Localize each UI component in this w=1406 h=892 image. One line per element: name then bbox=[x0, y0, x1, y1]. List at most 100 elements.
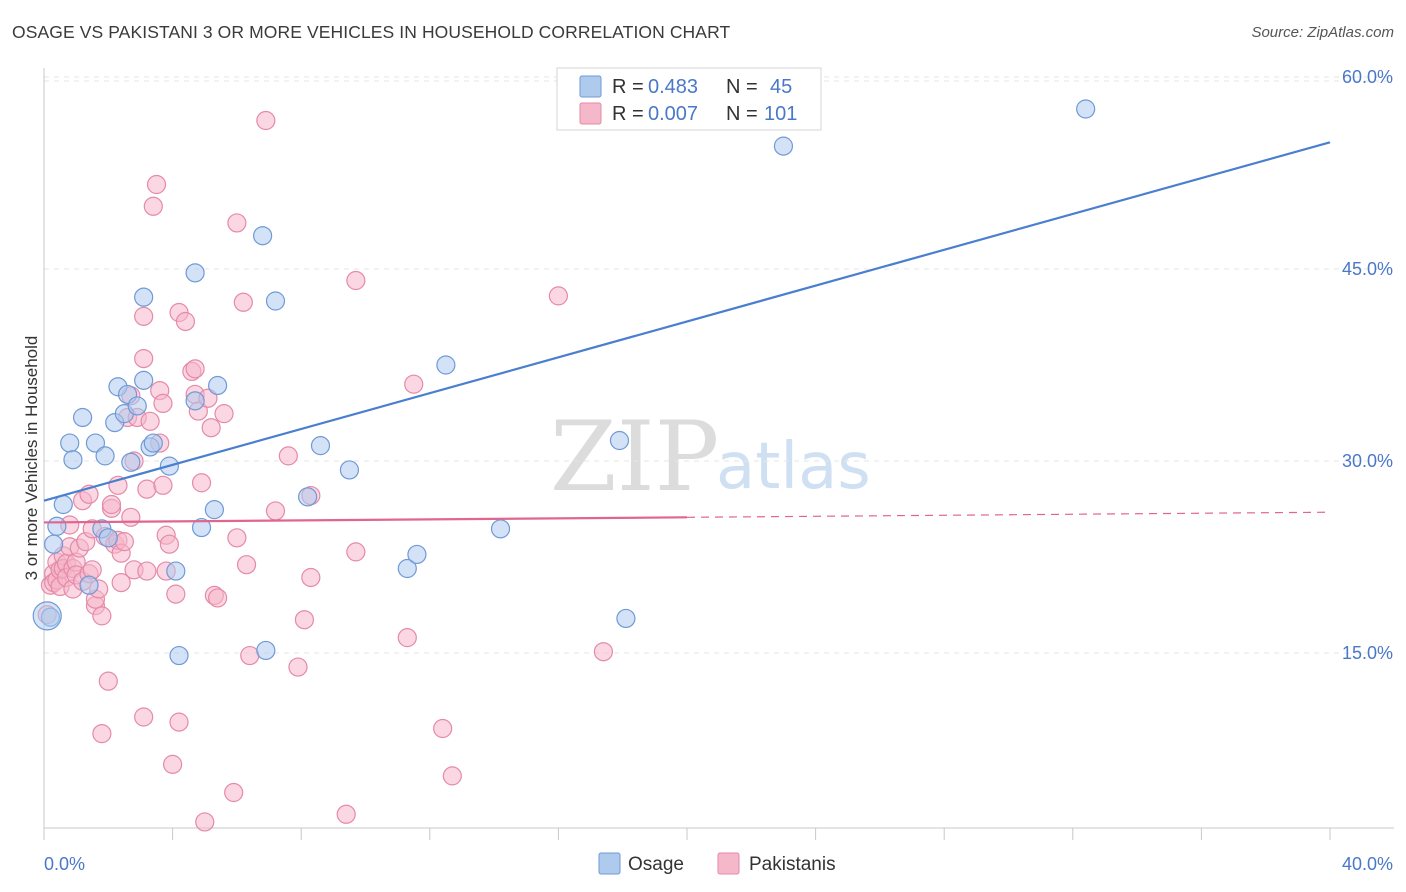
bottom-legend-pakistanis: Pakistanis bbox=[749, 854, 836, 875]
osage-point bbox=[72, 407, 93, 428]
pakistani-point bbox=[256, 110, 276, 131]
pakistani-point bbox=[397, 628, 417, 648]
series-legend: Osage Pakistanis bbox=[598, 852, 836, 875]
pakistani-point bbox=[163, 754, 183, 774]
watermark-zip: ZIP bbox=[550, 401, 719, 513]
pakistani-point bbox=[442, 766, 462, 786]
osage-point bbox=[134, 370, 154, 390]
y-tick-label: 60.0% bbox=[1342, 67, 1393, 87]
osage-point bbox=[44, 534, 64, 554]
pakistani-point bbox=[101, 494, 122, 515]
trend-lines bbox=[43, 141, 1331, 524]
legend-osage-n-label: N = bbox=[726, 76, 758, 98]
legend-pak-n-label: N = bbox=[726, 103, 758, 125]
watermark-atlas: atlas bbox=[716, 430, 871, 504]
legend-pak-r-label: R = bbox=[612, 103, 644, 125]
osage-point bbox=[253, 226, 273, 246]
x-tick-label-min: 0.0% bbox=[44, 854, 85, 874]
osage-point bbox=[95, 446, 115, 466]
osage-point bbox=[609, 430, 630, 451]
osage-point bbox=[127, 396, 147, 416]
pakistani-point bbox=[214, 404, 234, 424]
pakistani-point bbox=[288, 657, 308, 677]
osage-point bbox=[298, 487, 318, 507]
pakistani-point bbox=[166, 584, 186, 604]
pakistani-trend-line bbox=[43, 516, 688, 524]
osage-point bbox=[339, 460, 360, 480]
bottom-legend-swatch-pakistani bbox=[717, 852, 740, 875]
pakistani-point bbox=[233, 292, 253, 312]
osage-point bbox=[63, 450, 83, 470]
pakistani-point bbox=[140, 411, 160, 431]
pakistani-point bbox=[208, 588, 228, 608]
pakistani-point bbox=[153, 475, 173, 495]
pakistani-point bbox=[227, 528, 247, 548]
osage-point bbox=[436, 355, 456, 375]
pakistani-point bbox=[111, 572, 131, 593]
bottom-legend-osage: Osage bbox=[628, 854, 684, 875]
pakistani-point bbox=[294, 610, 315, 630]
osage-point bbox=[85, 433, 106, 453]
pakistani-point bbox=[224, 782, 244, 803]
osage-point bbox=[143, 433, 163, 453]
osage-point bbox=[185, 263, 205, 283]
pakistani-point bbox=[92, 606, 112, 626]
x-ticks bbox=[43, 828, 1331, 840]
pakistani-point bbox=[548, 286, 569, 306]
y-tick-label: 15.0% bbox=[1342, 643, 1393, 663]
osage-point bbox=[60, 433, 80, 453]
pakistani-point bbox=[227, 213, 247, 233]
pakistani-point bbox=[143, 196, 163, 216]
osage-point bbox=[47, 516, 67, 536]
pakistani-point bbox=[236, 555, 257, 575]
pakistani-point bbox=[137, 479, 157, 499]
pakistani-point bbox=[114, 532, 134, 552]
legend-swatch-pakistani bbox=[579, 102, 602, 125]
osage-point bbox=[490, 519, 511, 539]
pakistani-point bbox=[146, 174, 167, 195]
pakistani-point bbox=[134, 349, 154, 369]
osage-point bbox=[310, 436, 331, 456]
pakistani-point bbox=[301, 567, 321, 588]
osage-point bbox=[166, 561, 186, 581]
pakistani-point bbox=[346, 270, 366, 291]
osage-point bbox=[98, 528, 118, 548]
pakistani-point bbox=[404, 374, 424, 394]
pakistani-point bbox=[137, 561, 157, 581]
legend-osage-r-label: R = bbox=[612, 76, 644, 98]
pakistani-trend-extension bbox=[686, 511, 1331, 518]
pakistani-point bbox=[195, 812, 215, 832]
osage-point bbox=[256, 640, 276, 661]
pakistani-point bbox=[336, 804, 356, 824]
pakistani-point bbox=[153, 393, 173, 413]
osage-points bbox=[32, 81, 1096, 666]
pakistani-point bbox=[185, 359, 205, 379]
osage-point bbox=[208, 375, 228, 396]
correlation-legend: R = 0.483 N = 45 R = 0.007 N = 101 bbox=[556, 67, 822, 131]
bottom-legend-swatch-osage bbox=[598, 852, 621, 875]
osage-point bbox=[53, 494, 73, 515]
osage-point bbox=[204, 500, 224, 520]
osage-point bbox=[265, 291, 286, 311]
pakistani-point bbox=[175, 311, 196, 332]
osage-trend-line bbox=[43, 141, 1331, 502]
osage-point bbox=[121, 452, 141, 472]
osage-point bbox=[773, 136, 794, 156]
osage-point bbox=[407, 544, 427, 565]
chart-title: OSAGE VS PAKISTANI 3 OR MORE VEHICLES IN… bbox=[12, 22, 731, 42]
legend-osage-n-value: 45 bbox=[770, 76, 792, 98]
pakistani-point bbox=[159, 534, 179, 554]
osage-point bbox=[185, 391, 205, 411]
legend-osage-r-value: 0.483 bbox=[648, 76, 698, 98]
pakistani-point bbox=[346, 542, 366, 562]
osage-point bbox=[79, 575, 99, 595]
pakistani-point bbox=[134, 707, 154, 727]
source-label: Source: ZipAtlas.com bbox=[1251, 24, 1394, 41]
y-tick-label: 45.0% bbox=[1342, 259, 1393, 279]
pakistani-point bbox=[278, 446, 298, 466]
y-tick-label: 30.0% bbox=[1342, 451, 1393, 471]
x-tick-label-max: 40.0% bbox=[1342, 854, 1393, 874]
osage-point bbox=[191, 517, 212, 538]
pakistani-point bbox=[593, 642, 614, 662]
osage-point-cluster bbox=[32, 601, 62, 631]
